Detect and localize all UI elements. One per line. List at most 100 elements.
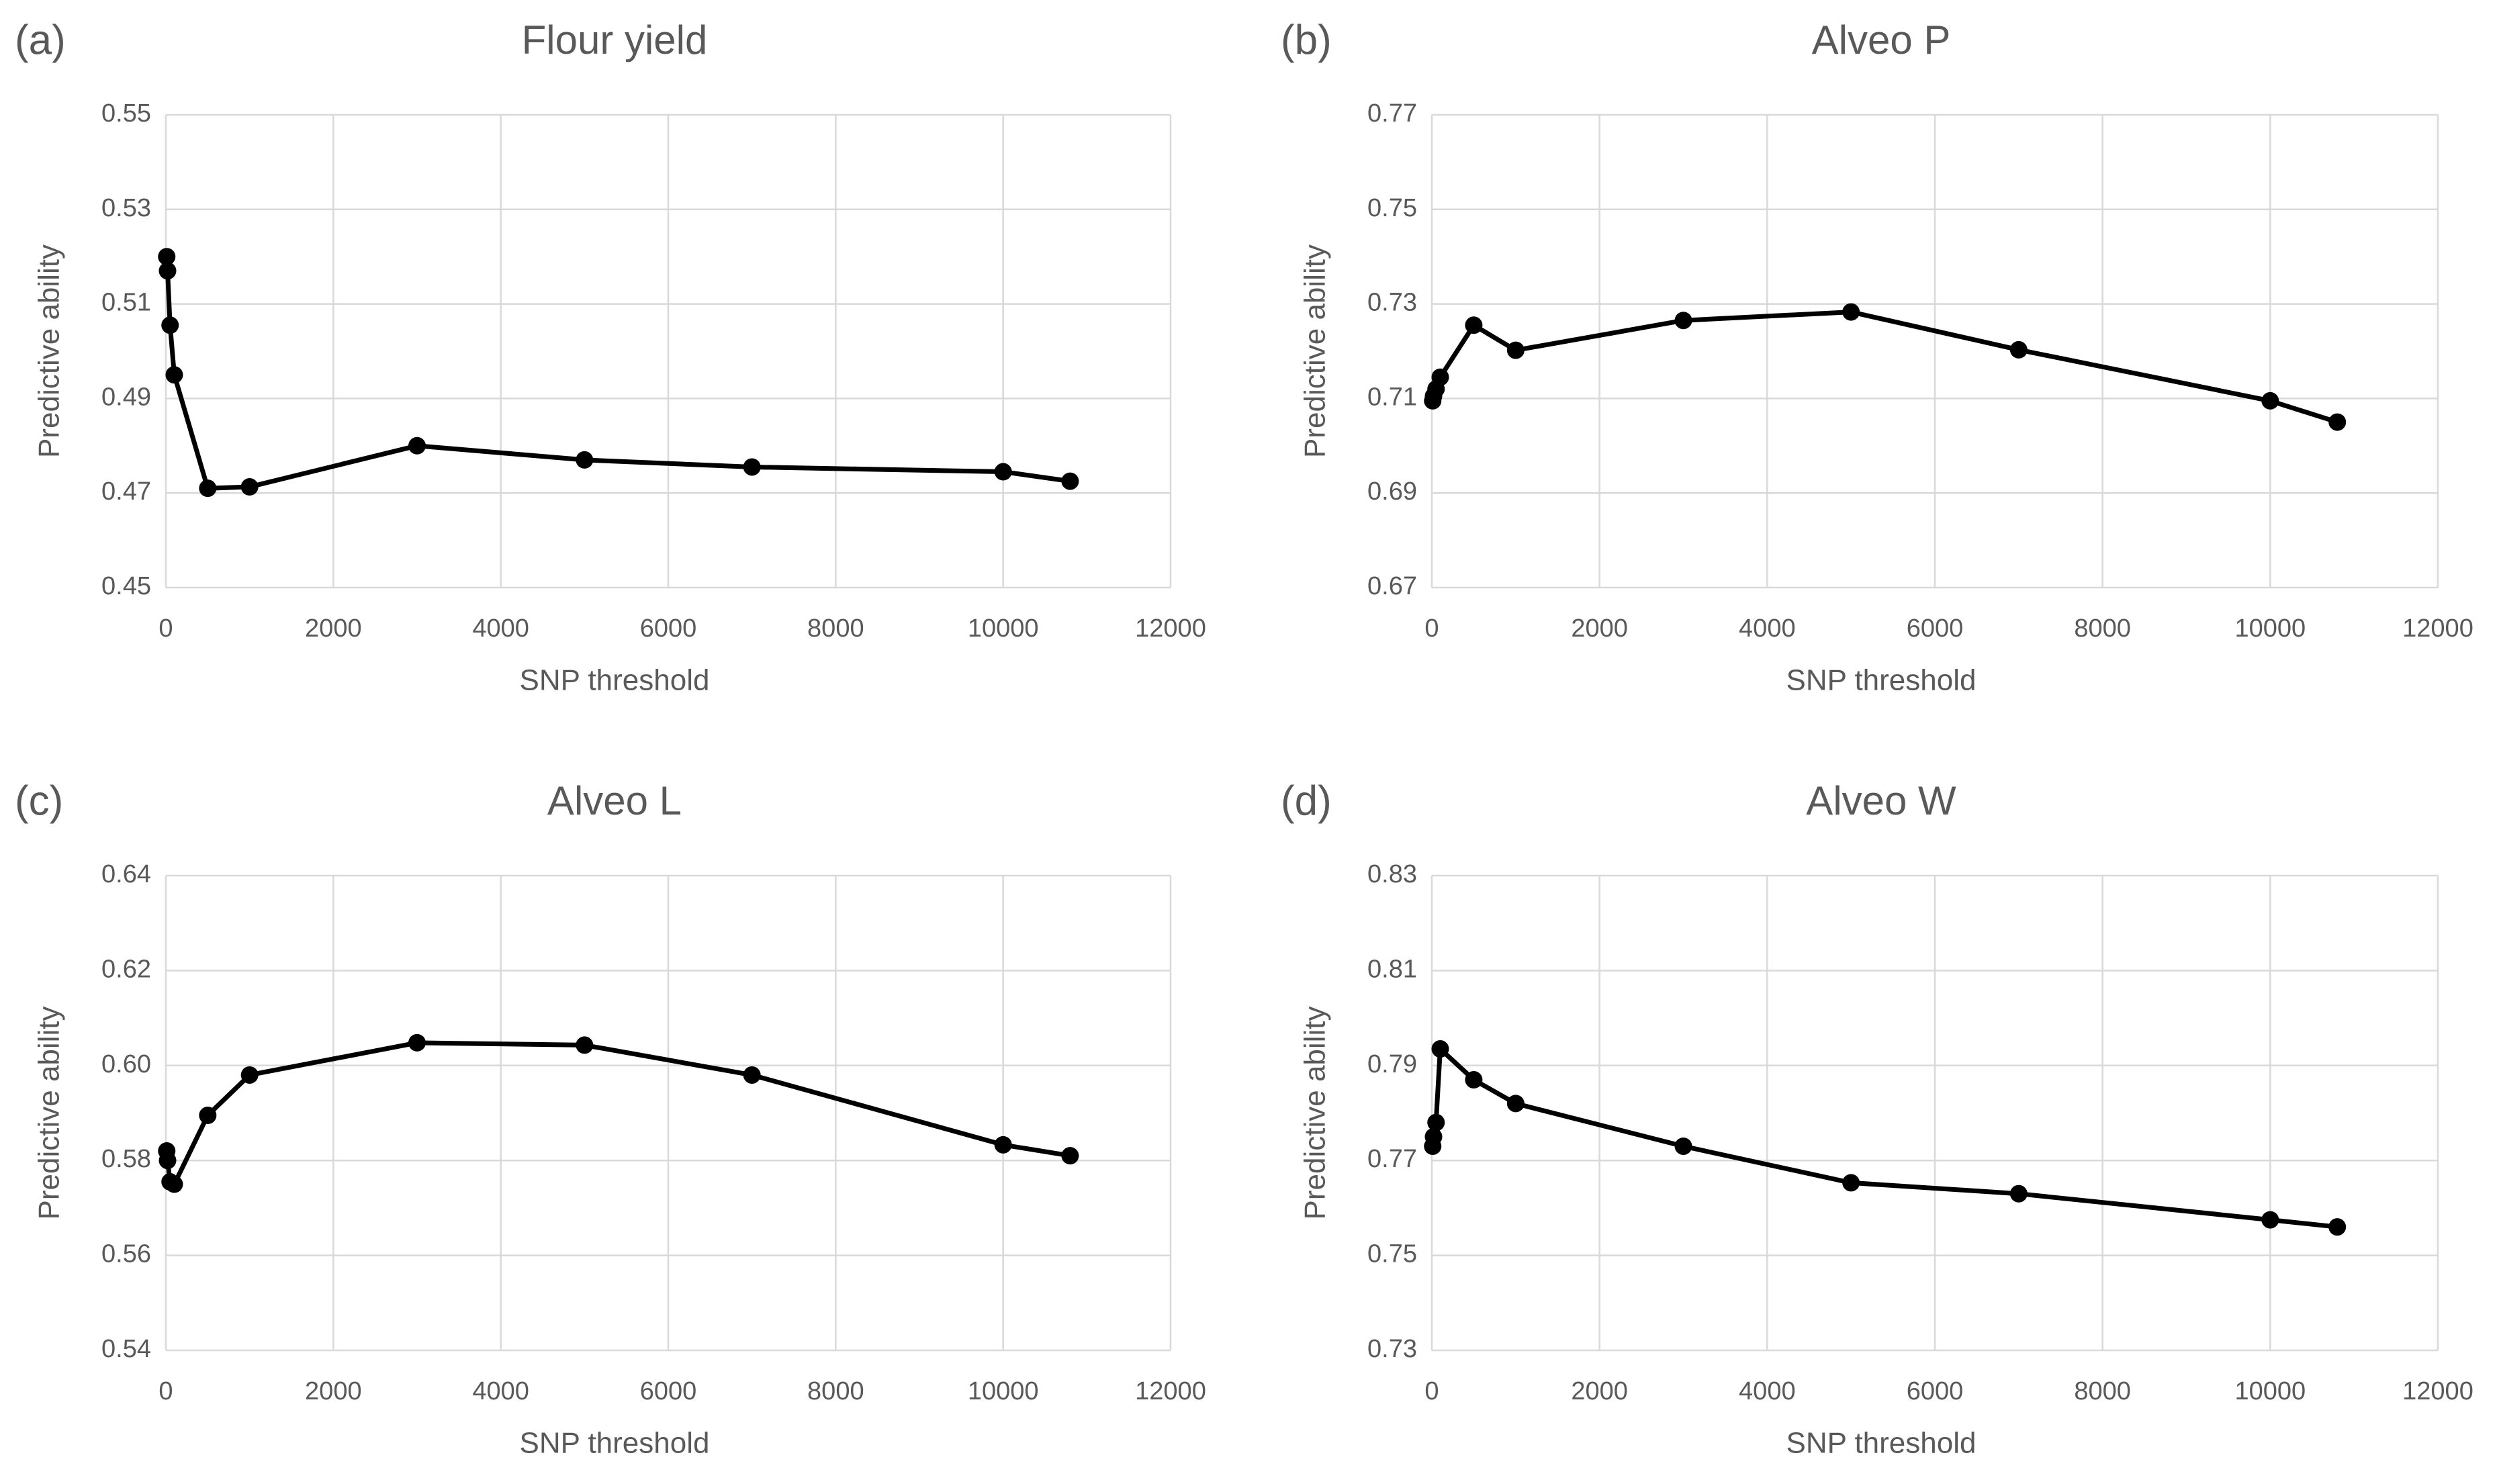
x-tick-label: 6000 — [640, 1377, 697, 1405]
y-tick-label: 0.45 — [101, 572, 151, 600]
x-tick-label: 8000 — [2074, 1377, 2131, 1405]
x-axis-label: SNP threshold — [1786, 1427, 1977, 1460]
x-tick-label: 0 — [158, 1377, 173, 1405]
data-point — [743, 1066, 761, 1084]
data-point — [161, 316, 179, 334]
x-tick-label: 8000 — [807, 614, 864, 643]
x-tick-label: 10000 — [2234, 614, 2306, 643]
x-tick-label: 2000 — [305, 614, 362, 643]
data-point — [1424, 1127, 1443, 1146]
data-point — [1465, 316, 1483, 334]
data-point — [165, 1175, 183, 1193]
y-tick-label: 0.67 — [1367, 572, 1417, 600]
x-axis-label: SNP threshold — [1786, 664, 1977, 697]
y-tick-label: 0.77 — [1367, 99, 1417, 128]
x-tick-label: 12000 — [1135, 1377, 1206, 1405]
y-tick-label: 0.62 — [101, 955, 151, 983]
y-tick-label: 0.71 — [1367, 383, 1417, 411]
x-tick-label: 2000 — [1571, 614, 1628, 643]
data-point — [1506, 1095, 1525, 1113]
x-tick-label: 4000 — [472, 614, 529, 643]
data-point — [743, 458, 761, 476]
data-point — [158, 262, 177, 280]
y-tick-label: 0.83 — [1367, 860, 1417, 888]
x-tick-label: 10000 — [968, 614, 1039, 643]
data-point — [2261, 391, 2279, 410]
data-point — [408, 1033, 426, 1052]
x-tick-label: 12000 — [1135, 614, 1206, 643]
data-point — [1431, 1040, 1449, 1058]
y-axis-label: Predictive ability — [33, 1007, 66, 1220]
x-tick-label: 4000 — [1739, 614, 1796, 643]
x-tick-label: 8000 — [2074, 614, 2131, 643]
y-tick-label: 0.81 — [1367, 955, 1417, 983]
y-tick-label: 0.51 — [101, 289, 151, 317]
chart-title: Alveo L — [547, 778, 682, 823]
y-axis-label: Predictive ability — [33, 244, 66, 458]
panel-label: (d) — [1281, 778, 1332, 824]
y-tick-label: 0.69 — [1367, 477, 1417, 506]
y-tick-label: 0.54 — [101, 1335, 151, 1363]
y-tick-label: 0.73 — [1367, 1335, 1417, 1363]
data-point — [1842, 1174, 1860, 1192]
x-tick-label: 6000 — [1907, 614, 1964, 643]
x-tick-label: 2000 — [305, 1377, 362, 1405]
y-axis-label: Predictive ability — [1299, 244, 1332, 458]
chart-title: Alveo P — [1812, 17, 1951, 62]
data-point — [1061, 1147, 1079, 1165]
data-point — [576, 451, 594, 469]
x-tick-label: 2000 — [1571, 1377, 1628, 1405]
x-tick-label: 8000 — [807, 1377, 864, 1405]
y-tick-label: 0.49 — [101, 383, 151, 411]
y-tick-label: 0.79 — [1367, 1050, 1417, 1078]
data-point — [1842, 303, 1860, 321]
y-tick-label: 0.77 — [1367, 1145, 1417, 1173]
y-axis-label: Predictive ability — [1299, 1007, 1332, 1220]
data-point — [199, 1107, 217, 1125]
y-tick-label: 0.75 — [1367, 194, 1417, 222]
data-point — [199, 479, 217, 498]
data-line — [164, 1040, 1071, 1187]
data-point — [1061, 472, 1079, 490]
data-point — [994, 1135, 1012, 1154]
x-tick-label: 0 — [1424, 1377, 1439, 1405]
x-tick-label: 6000 — [1907, 1377, 1964, 1405]
data-point — [1465, 1071, 1483, 1089]
x-axis-label: SNP threshold — [520, 664, 710, 697]
y-tick-label: 0.53 — [101, 194, 151, 222]
x-tick-label: 0 — [1424, 614, 1439, 643]
data-point — [576, 1036, 594, 1054]
x-tick-label: 0 — [158, 614, 173, 643]
chart-title: Flour yield — [522, 17, 708, 62]
x-tick-label: 12000 — [2402, 614, 2473, 643]
x-tick-label: 10000 — [2234, 1377, 2306, 1405]
x-tick-label: 4000 — [1739, 1377, 1796, 1405]
data-point — [158, 248, 176, 266]
data-point — [158, 1152, 177, 1170]
x-axis-label: SNP threshold — [520, 1427, 710, 1460]
data-point — [408, 436, 426, 455]
data-line — [1430, 1046, 2338, 1230]
data-point — [1427, 1113, 1445, 1131]
x-tick-label: 12000 — [2402, 1377, 2473, 1405]
data-point — [240, 1066, 259, 1084]
data-point — [2009, 1185, 2028, 1203]
y-tick-label: 0.64 — [101, 860, 151, 888]
data-point — [1674, 312, 1692, 330]
data-point — [165, 366, 183, 384]
data-point — [1506, 341, 1525, 359]
y-tick-label: 0.58 — [101, 1145, 151, 1173]
panel-label: (c) — [15, 778, 63, 824]
x-tick-label: 4000 — [472, 1377, 529, 1405]
y-tick-label: 0.60 — [101, 1050, 151, 1078]
y-tick-label: 0.55 — [101, 99, 151, 128]
data-point — [2328, 413, 2347, 431]
y-tick-label: 0.75 — [1367, 1240, 1417, 1268]
data-point — [2328, 1218, 2347, 1236]
chart-title: Alveo W — [1806, 778, 1956, 823]
data-line — [164, 256, 1071, 491]
data-point — [1431, 368, 1449, 386]
data-point — [2261, 1211, 2279, 1229]
